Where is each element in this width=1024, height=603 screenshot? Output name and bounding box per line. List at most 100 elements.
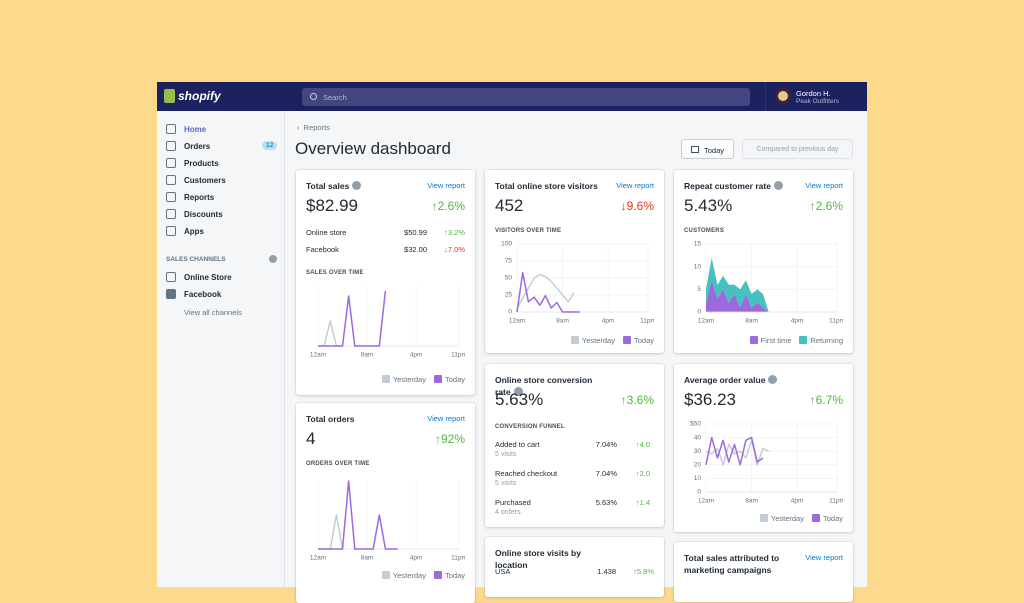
- nav-item[interactable]: Products: [184, 159, 219, 168]
- x-tick-label: 8am: [361, 555, 374, 562]
- channel-item[interactable]: Online Store: [184, 273, 232, 282]
- metric-value: 4: [306, 429, 316, 448]
- y-tick-label: 15: [694, 241, 702, 248]
- view-report-link[interactable]: View report: [616, 181, 654, 190]
- legend-swatch: [749, 336, 758, 344]
- legend-swatch: [381, 375, 390, 383]
- user-name: Gordon H.: [796, 89, 831, 98]
- card: Total online store visitors View report 45…: [485, 170, 664, 353]
- top-bar: shopify Search Gordon H. Peak Outfitters: [157, 82, 867, 111]
- y-tick-label: 25: [505, 292, 513, 299]
- nav-item[interactable]: Home: [184, 125, 207, 134]
- legend-swatch: [381, 571, 390, 579]
- legend-label: Yesterday: [581, 336, 615, 345]
- section-label: VISITORS OVER TIME: [495, 228, 562, 234]
- card-title: Total sales: [306, 180, 416, 192]
- card-title: Total orders: [306, 413, 416, 425]
- x-tick-label: 11pm: [829, 498, 843, 505]
- y-tick-label: 10: [694, 475, 702, 482]
- view-report-link[interactable]: View report: [427, 414, 465, 423]
- y-tick-label: 20: [694, 462, 702, 469]
- y-tick-label: 10: [694, 263, 702, 270]
- view-all-link[interactable]: View all channels: [184, 308, 242, 317]
- card-title-text: Total online store visitors: [495, 181, 598, 191]
- x-tick-label: 8am: [361, 352, 374, 359]
- nav-icon: [166, 192, 176, 202]
- legend-label: Returning: [810, 336, 843, 345]
- compare-button[interactable]: Compared to previous day: [742, 139, 853, 159]
- area: [706, 257, 769, 312]
- metric-value: 5.43%: [684, 196, 733, 215]
- y-tick-label: 0: [697, 489, 701, 496]
- nav-icon: [166, 175, 176, 185]
- legend-swatch: [570, 336, 579, 344]
- legend-label: Yesterday: [392, 375, 426, 384]
- card-title-text: Repeat customer rate: [684, 181, 771, 191]
- card: Total sales attributed to marketing camp…: [674, 542, 853, 602]
- legend-label: Yesterday: [392, 571, 426, 580]
- funnel-sub: 5 visits: [495, 451, 517, 458]
- legend-swatch: [799, 336, 808, 344]
- legend-item: First time: [749, 336, 791, 345]
- nav-item[interactable]: Discounts: [184, 210, 223, 219]
- funnel-change: 4.0: [636, 440, 650, 449]
- channel-item[interactable]: Facebook: [184, 290, 222, 299]
- section-label: ORDERS OVER TIME: [306, 461, 370, 467]
- metric-change: 2.6%: [810, 199, 843, 213]
- x-tick-label: 11pm: [451, 555, 465, 562]
- funnel-rate: 5.63%: [595, 498, 617, 507]
- view-report-link[interactable]: View report: [427, 181, 465, 190]
- legend-label: Today: [444, 571, 465, 580]
- funnel-rate: 7.04%: [595, 469, 617, 478]
- card-title: Online store conversion rate: [495, 374, 605, 398]
- line: [318, 480, 398, 550]
- metric-value: $36.23: [684, 390, 736, 409]
- row-change: 5.8%: [633, 567, 654, 576]
- legend-item: Returning: [799, 336, 843, 345]
- legend: Yesterday Today: [381, 571, 465, 580]
- line: [516, 271, 580, 313]
- x-tick-label: 4pm: [791, 498, 804, 505]
- row-name: Facebook: [306, 245, 339, 254]
- section-label: CONVERSION FUNNEL: [495, 424, 565, 430]
- x-tick-label: 4pm: [410, 555, 423, 562]
- search-bar[interactable]: Search: [302, 88, 750, 106]
- line: [318, 514, 344, 550]
- legend-swatch: [433, 571, 442, 579]
- x-tick-label: 4pm: [791, 318, 804, 325]
- x-tick-label: 11pm: [829, 318, 843, 325]
- avatar[interactable]: [775, 88, 791, 104]
- nav-item[interactable]: Apps: [184, 227, 204, 236]
- funnel-sub: 5 visits: [495, 480, 517, 487]
- nav-item[interactable]: Reports: [184, 193, 215, 202]
- legend-item: Today: [622, 336, 654, 345]
- legend-item: Today: [811, 514, 843, 523]
- funnel-rate: 7.04%: [595, 440, 617, 449]
- legend-item: Today: [433, 571, 465, 580]
- card-title: Total online store visitors: [495, 180, 605, 192]
- legend: Yesterday Today: [759, 514, 843, 523]
- card-title: Average order value: [684, 374, 794, 386]
- search-placeholder: Search: [323, 93, 347, 102]
- view-report-link[interactable]: View report: [805, 181, 843, 190]
- date-button[interactable]: Today: [681, 139, 734, 159]
- date-label: Today: [704, 146, 725, 155]
- line: [318, 320, 343, 347]
- metric-value: $82.99: [306, 196, 358, 215]
- chart: 12am 8am 4pm 11pm: [310, 480, 465, 562]
- metric-change: 6.7%: [810, 393, 843, 407]
- nav-icon: [166, 124, 176, 134]
- row-amount: $32.00: [404, 245, 427, 254]
- brand-logo: [164, 89, 175, 103]
- metric-value: 452: [495, 196, 524, 215]
- chart: 0 5 10 15 12am 8am 4pm 11pm: [694, 241, 843, 325]
- brand: shopify: [178, 89, 221, 103]
- nav-item[interactable]: Orders: [184, 142, 211, 151]
- legend-label: Today: [822, 514, 843, 523]
- funnel-sub: 4 orders: [495, 509, 521, 516]
- view-report-link[interactable]: View report: [805, 553, 843, 562]
- breadcrumb[interactable]: ‹ Reports: [297, 123, 330, 132]
- x-tick-label: 11pm: [451, 352, 465, 359]
- nav-item[interactable]: Customers: [184, 176, 226, 185]
- legend-label: Yesterday: [770, 514, 804, 523]
